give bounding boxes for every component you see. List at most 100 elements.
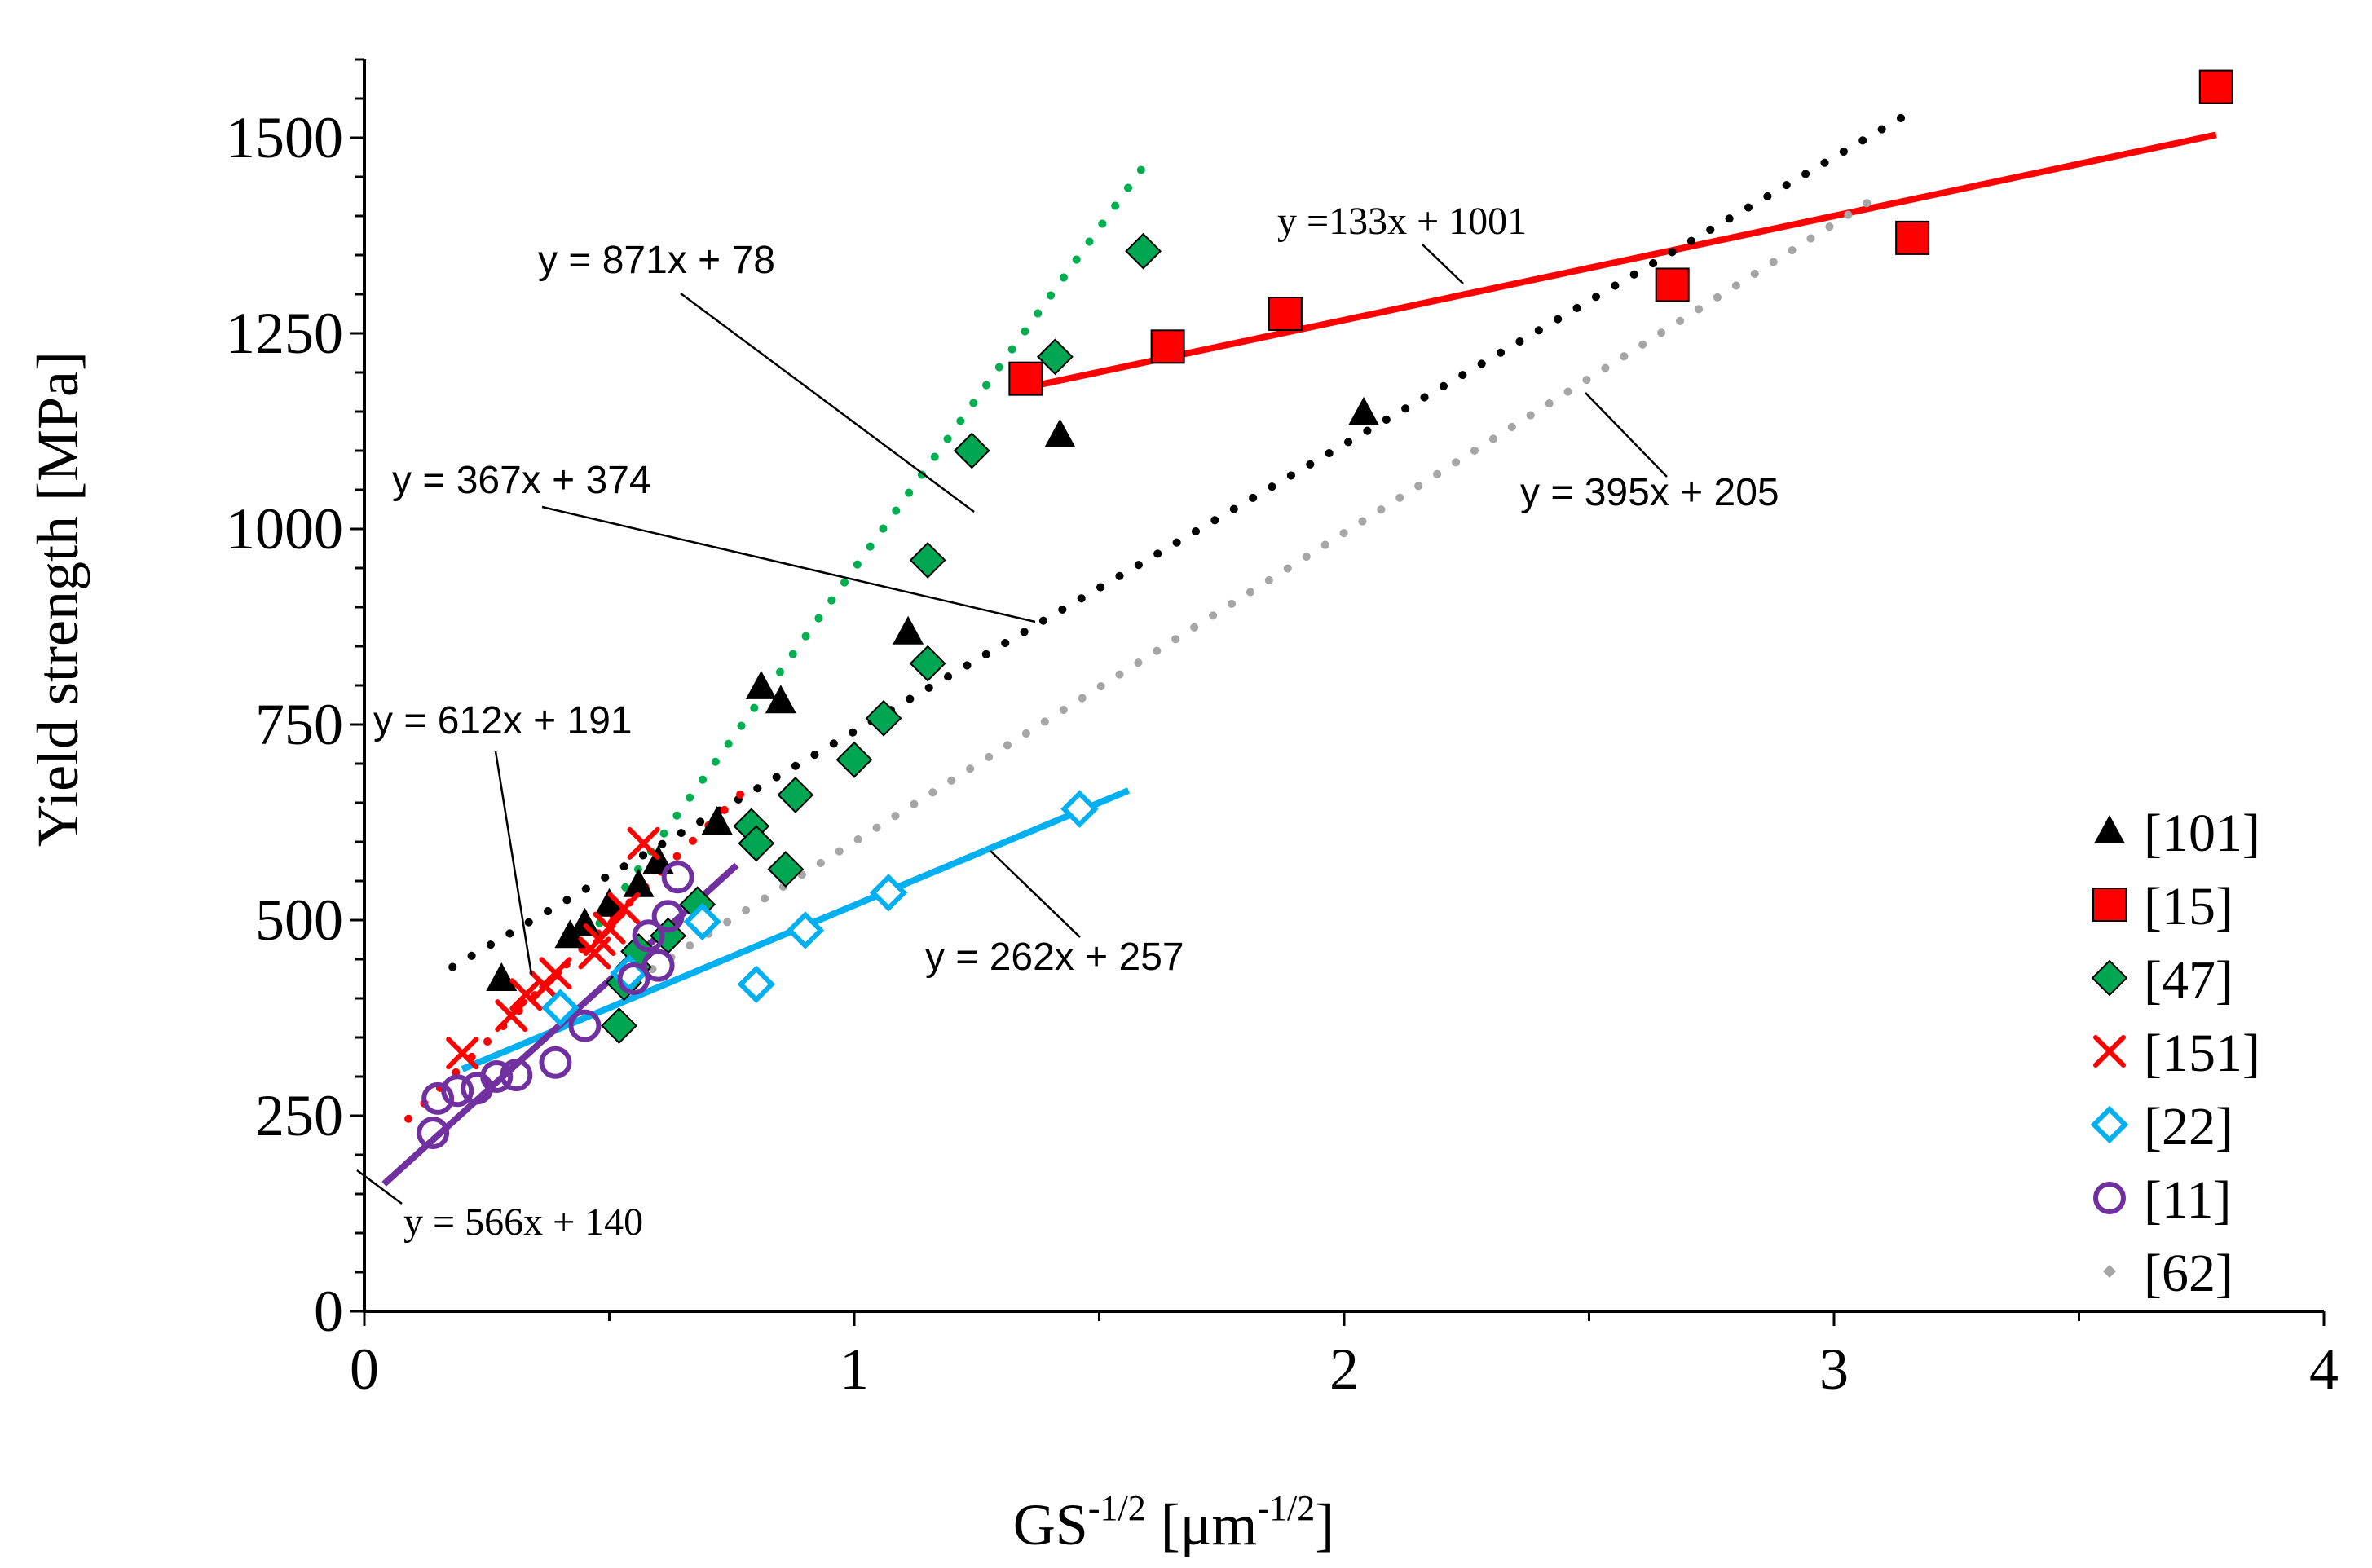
point-s2-10 bbox=[835, 741, 873, 778]
legend-marker-6 bbox=[2103, 1265, 2116, 1278]
point-s1-4 bbox=[1895, 220, 1930, 255]
point-s3-2 bbox=[509, 978, 543, 1011]
point-s2-0 bbox=[601, 1007, 637, 1045]
point-s2-16 bbox=[1125, 232, 1162, 270]
fit-label-leader-4 bbox=[494, 751, 533, 976]
fit-label-3: y = 395x + 205 bbox=[1520, 471, 1779, 514]
point-s4-0 bbox=[541, 989, 580, 1027]
point-s3-4 bbox=[539, 957, 572, 990]
point-s4-6 bbox=[1060, 790, 1099, 828]
fit-labels: y = 871x + 78 y =133x + 1001 y = 367x + 37… bbox=[356, 200, 1779, 1244]
point-s4-5 bbox=[869, 874, 908, 912]
point-s5-9 bbox=[632, 919, 665, 953]
legend-label-3: [151] bbox=[2144, 1024, 2260, 1083]
point-s5-11 bbox=[651, 900, 685, 933]
point-s2-7 bbox=[738, 825, 775, 862]
point-s3-9 bbox=[627, 826, 660, 860]
legend-marker-3 bbox=[2093, 1035, 2126, 1068]
point-s3-8 bbox=[607, 892, 641, 925]
data-points bbox=[417, 69, 2233, 1150]
legend-label-2: [47] bbox=[2144, 950, 2233, 1010]
fit-label-leader-6 bbox=[356, 1169, 403, 1205]
legend-label-6: [62] bbox=[2144, 1244, 2233, 1303]
point-s4-3 bbox=[737, 965, 776, 1003]
point-s5-7 bbox=[568, 1009, 602, 1042]
x-axis-title: GS-1/2 [μm-1/2] bbox=[1013, 1488, 1334, 1557]
point-s2-12 bbox=[909, 645, 946, 682]
point-s5-4 bbox=[480, 1060, 514, 1093]
point-s1-3 bbox=[1655, 267, 1690, 302]
point-s5-6 bbox=[539, 1046, 572, 1079]
y-tick-label: 500 bbox=[255, 888, 343, 953]
fit-label-leader-0 bbox=[680, 292, 975, 513]
point-s1-0 bbox=[1008, 361, 1043, 396]
point-s5-0 bbox=[417, 1117, 450, 1150]
fit-label-0: y = 871x + 78 bbox=[538, 239, 775, 282]
y-tick-label: 1500 bbox=[226, 105, 343, 170]
fit-line-4 bbox=[404, 789, 746, 1123]
point-s3-1 bbox=[495, 999, 528, 1033]
fit-line-1 bbox=[1039, 131, 2217, 388]
point-s5-5 bbox=[500, 1059, 533, 1092]
point-s2-15 bbox=[1036, 338, 1074, 376]
axes: 0 250 500 750 1000 1250 1500 0 1 2 3 4 bbox=[226, 58, 2339, 1402]
point-s1-5 bbox=[2198, 69, 2233, 104]
point-s0-4 bbox=[623, 868, 655, 897]
point-s0-1 bbox=[554, 919, 586, 949]
point-s5-10 bbox=[641, 949, 675, 982]
legend-label-4: [22] bbox=[2144, 1097, 2233, 1156]
fit-label-leader-1 bbox=[1422, 244, 1464, 284]
point-s2-11 bbox=[865, 699, 902, 737]
point-s2-8 bbox=[767, 851, 805, 888]
y-tick-label: 1000 bbox=[226, 496, 343, 562]
legend-marker-2 bbox=[2091, 959, 2128, 997]
y-axis-title: Yield strength [MPa] bbox=[25, 351, 90, 847]
y-tick-label: 0 bbox=[314, 1279, 343, 1344]
x-tick-label: 2 bbox=[1329, 1337, 1359, 1402]
fit-label-1: y =133x + 1001 bbox=[1277, 200, 1527, 243]
fit-label-2: y = 367x + 374 bbox=[392, 459, 651, 502]
point-s0-10 bbox=[1044, 418, 1076, 447]
x-tick-label: 0 bbox=[350, 1337, 379, 1402]
legend-label-1: [15] bbox=[2144, 877, 2233, 936]
legend: [101] [15] [47] [151] [22] [11] [62] bbox=[2090, 804, 2260, 1303]
legend-marker-4 bbox=[2090, 1105, 2129, 1144]
point-s3-7 bbox=[593, 911, 626, 945]
point-s1-1 bbox=[1150, 329, 1185, 364]
point-s5-1 bbox=[421, 1081, 455, 1115]
fit-line-2 bbox=[448, 107, 1917, 971]
fit-label-6: y = 566x + 140 bbox=[403, 1200, 643, 1244]
point-s0-6 bbox=[701, 806, 733, 835]
point-s0-11 bbox=[1348, 396, 1380, 425]
fit-line-0 bbox=[595, 162, 1148, 927]
point-s3-0 bbox=[446, 1037, 479, 1070]
point-s5-12 bbox=[661, 861, 694, 894]
point-s4-2 bbox=[683, 902, 721, 941]
point-s1-2 bbox=[1268, 297, 1303, 331]
x-tick-label: 4 bbox=[2309, 1337, 2339, 1402]
point-s2-13 bbox=[909, 541, 946, 579]
fit-line-3 bbox=[629, 188, 1888, 985]
fit-label-leader-2 bbox=[541, 505, 1036, 623]
legend-label-0: [101] bbox=[2144, 804, 2260, 863]
point-s0-7 bbox=[745, 670, 777, 699]
point-s0-8 bbox=[765, 685, 796, 714]
point-s2-9 bbox=[777, 776, 814, 813]
fit-label-4: y = 612x + 191 bbox=[373, 699, 633, 742]
fit-label-leader-5 bbox=[990, 850, 1081, 938]
legend-marker-0 bbox=[2094, 815, 2125, 843]
y-tick-label: 750 bbox=[255, 692, 343, 757]
point-s5-2 bbox=[441, 1074, 474, 1108]
fit-label-5: y = 262x + 257 bbox=[925, 936, 1184, 979]
point-s0-3 bbox=[593, 888, 625, 917]
point-s0-2 bbox=[569, 907, 601, 936]
x-tick-label: 3 bbox=[1819, 1337, 1849, 1402]
legend-label-5: [11] bbox=[2144, 1170, 2232, 1230]
legend-marker-5 bbox=[2093, 1182, 2126, 1214]
point-s5-8 bbox=[617, 962, 650, 995]
fit-label-leader-3 bbox=[1585, 392, 1668, 478]
point-s4-4 bbox=[786, 911, 825, 949]
y-tick-label: 1250 bbox=[226, 301, 343, 366]
point-s0-9 bbox=[893, 615, 924, 645]
